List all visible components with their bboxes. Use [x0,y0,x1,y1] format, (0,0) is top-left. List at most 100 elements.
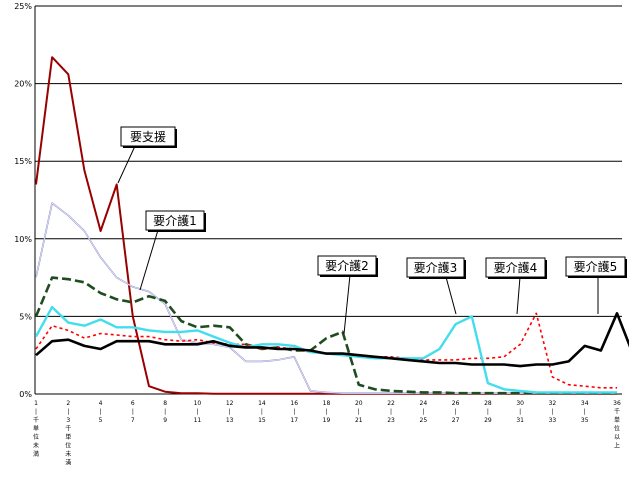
x-tick-label: | [390,409,392,416]
x-tick-label: 3 [66,417,70,424]
series-line-1 [35,56,617,395]
callout-pointer [516,276,521,315]
x-tick-label: 30 [516,400,524,407]
callout-label: 要支援 [130,130,166,144]
x-tick-label: | [164,409,166,416]
x-tick-label: | [229,409,231,416]
y-tick-label: 5% [19,312,32,321]
series-line-4 [35,312,617,389]
x-tick-label: 上 [614,442,620,450]
x-tick-label: 単 [33,425,39,433]
x-tick-label: 位 [614,425,620,433]
callout-pointer [117,145,136,184]
x-tick-label: 満 [65,459,71,467]
x-tick-label: | [584,409,586,416]
x-tick-label: | [358,409,360,416]
x-tick-label: 18 [323,400,331,407]
x-tick-label: 8 [163,400,167,407]
x-tick-label: | [487,409,489,416]
x-tick-label: 26 [452,400,460,407]
callout-pointer [445,276,457,315]
callout-box [406,257,465,278]
x-tick-label: 12 [226,400,234,407]
y-tick-label: 20% [14,80,32,89]
series-line-2-inner [35,202,617,394]
x-tick-label: 29 [484,417,492,424]
y-tick-label: 25% [14,2,32,11]
callout-box [145,210,205,231]
y-tick-label: 15% [14,157,32,166]
series-line-6 [35,311,629,368]
callout-box [565,256,626,277]
x-tick-label: 31 [516,417,524,424]
callout-box [120,126,176,147]
x-tick-label: 14 [258,400,266,407]
x-tick-label: 千 [614,408,620,416]
x-tick-label: 9 [163,417,167,424]
x-tick-label: 6 [131,400,135,407]
callout-label: 要介護1 [153,213,197,228]
x-tick-label: 満 [33,450,39,458]
x-tick-label: 位 [33,433,39,441]
callout-label: 要介護4 [494,260,538,275]
x-tick-label: 24 [420,400,428,407]
x-tick-label: | [100,409,102,416]
x-tick-label: | [519,409,521,416]
x-tick-label: 36 [613,400,621,407]
y-tick-label: 10% [14,235,32,244]
x-tick-label: | [196,409,198,416]
x-tick-label: 5 [99,417,103,424]
x-tick-label: 22 [387,400,395,407]
x-tick-label: | [455,409,457,416]
x-tick-label: 21 [355,417,363,424]
x-tick-label: | [422,409,424,416]
x-tick-label: 単 [65,433,71,441]
x-tick-label: 20 [355,400,363,407]
x-tick-label: 17 [290,417,298,424]
x-tick-label: 35 [581,417,589,424]
callout-box [317,255,377,276]
x-tick-label: | [132,409,134,416]
x-tick-label: | [261,409,263,416]
x-tick-label: | [35,409,37,416]
x-tick-label: 位 [65,442,71,450]
x-tick-label: | [551,409,553,416]
x-tick-label: 1 [34,400,38,407]
x-tick-label: 10 [194,400,202,407]
x-tick-label: 以 [614,434,620,441]
x-tick-label: 33 [549,417,557,424]
callout-label: 要介護2 [325,258,369,273]
x-axis: 1|千単位未満2|3千単位未満4|56|78|910|1112|1314|151… [33,393,622,467]
y-axis: 0% 5% 10% 15% 20% 25% [14,2,36,399]
series-line-5 [34,305,617,394]
series-line-3 [34,276,617,395]
x-tick-label: | [67,409,69,416]
callout-pointer [343,274,351,335]
x-tick-label: 34 [581,400,589,407]
x-tick-label: 28 [484,400,492,407]
x-tick-label: 25 [420,417,428,424]
y-tick-label: 0% [19,390,32,399]
x-tick-label: 15 [258,417,266,424]
x-tick-label: 千 [65,425,71,433]
x-tick-label: 16 [290,400,298,407]
x-tick-label: 19 [323,417,331,424]
x-tick-label: 7 [131,417,135,424]
x-tick-label: 27 [452,417,460,424]
x-tick-label: 11 [194,417,202,424]
callout-box [485,257,546,278]
x-tick-label: | [293,409,295,416]
x-tick-label: 4 [99,400,103,407]
x-tick-label: 32 [549,400,557,407]
grid-lines [35,5,622,317]
x-tick-label: 単 [614,416,620,424]
callout-pointer [139,229,159,291]
x-tick-label: | [325,409,327,416]
x-tick-label: 千 [33,416,39,424]
x-tick-label: 23 [387,417,395,424]
x-tick-label: 13 [226,417,234,424]
callout-label: 要介護3 [414,260,458,275]
x-tick-label: 未 [33,442,39,450]
